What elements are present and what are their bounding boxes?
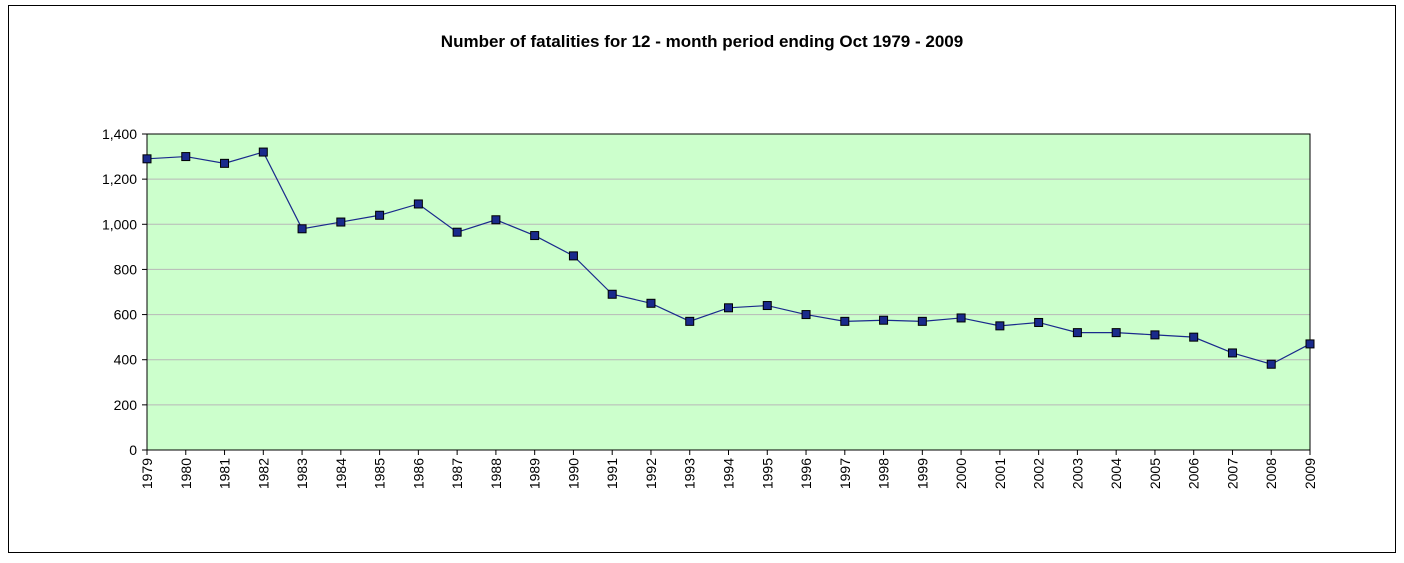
- point: [297, 224, 307, 234]
- point: [1150, 330, 1160, 340]
- point: [1305, 339, 1315, 349]
- x-tick-label: 1980: [178, 458, 194, 489]
- y-tick-label: 1,400: [102, 126, 137, 142]
- x-tick-label: 1988: [488, 458, 504, 489]
- point: [452, 227, 462, 237]
- x-tick-label: 1984: [333, 458, 349, 489]
- point: [220, 158, 230, 168]
- x-tick-label: 2005: [1147, 458, 1163, 489]
- x-tick-label: 1982: [255, 458, 271, 489]
- y-tick-label: 400: [114, 352, 138, 368]
- point: [879, 315, 889, 325]
- x-tick-label: 1981: [217, 458, 233, 489]
- point: [801, 310, 811, 320]
- x-tick-label: 2002: [1031, 458, 1047, 489]
- x-tick-label: 1999: [914, 458, 930, 489]
- point: [956, 313, 966, 323]
- x-tick-label: 1997: [837, 458, 853, 489]
- point: [685, 316, 695, 326]
- x-tick-label: 2000: [953, 458, 969, 489]
- x-tick-label: 1989: [527, 458, 543, 489]
- point: [568, 251, 578, 261]
- point: [142, 154, 152, 164]
- point: [530, 231, 540, 241]
- point: [413, 199, 423, 209]
- x-tick-label: 1986: [410, 458, 426, 489]
- x-tick-label: 2008: [1263, 458, 1279, 489]
- chart-title: Number of fatalities for 12 - month peri…: [441, 32, 963, 51]
- point: [1227, 348, 1237, 358]
- point: [491, 215, 501, 225]
- point: [375, 210, 385, 220]
- x-tick-label: 1985: [372, 458, 388, 489]
- x-tick-label: 1993: [682, 458, 698, 489]
- point: [840, 316, 850, 326]
- x-tick-label: 2001: [992, 458, 1008, 489]
- point: [1111, 328, 1121, 338]
- x-tick-label: 1987: [449, 458, 465, 489]
- y-tick-label: 200: [114, 397, 138, 413]
- x-tick-label: 1994: [721, 458, 737, 489]
- y-tick-label: 1,000: [102, 216, 137, 232]
- y-tick-label: 0: [129, 442, 137, 458]
- x-tick-label: 2009: [1302, 458, 1318, 489]
- x-tick-label: 1983: [294, 458, 310, 489]
- y-tick-label: 1,200: [102, 171, 137, 187]
- x-tick-label: 1998: [876, 458, 892, 489]
- point: [646, 298, 656, 308]
- x-tick-label: 2004: [1108, 458, 1124, 489]
- point: [258, 147, 268, 157]
- point: [917, 316, 927, 326]
- x-tick-label: 1991: [604, 458, 620, 489]
- x-tick-label: 1990: [565, 458, 581, 489]
- point: [1034, 317, 1044, 327]
- point: [724, 303, 733, 313]
- y-tick-label: 600: [114, 307, 138, 323]
- plot-area: [147, 134, 1310, 450]
- x-tick-label: 1996: [798, 458, 814, 489]
- point: [336, 217, 346, 227]
- x-tick-label: 1995: [759, 458, 775, 489]
- point: [995, 321, 1005, 331]
- point: [607, 289, 617, 299]
- point: [1189, 332, 1199, 342]
- point: [181, 152, 191, 162]
- x-tick-label: 2006: [1186, 458, 1202, 489]
- x-tick-label: 1992: [643, 458, 659, 489]
- x-tick-label: 1979: [139, 458, 155, 489]
- point: [762, 301, 772, 311]
- x-tick-label: 2003: [1069, 458, 1085, 489]
- x-tick-label: 2007: [1224, 458, 1240, 489]
- point: [1072, 328, 1082, 338]
- point: [1266, 359, 1276, 369]
- y-tick-label: 800: [114, 261, 138, 277]
